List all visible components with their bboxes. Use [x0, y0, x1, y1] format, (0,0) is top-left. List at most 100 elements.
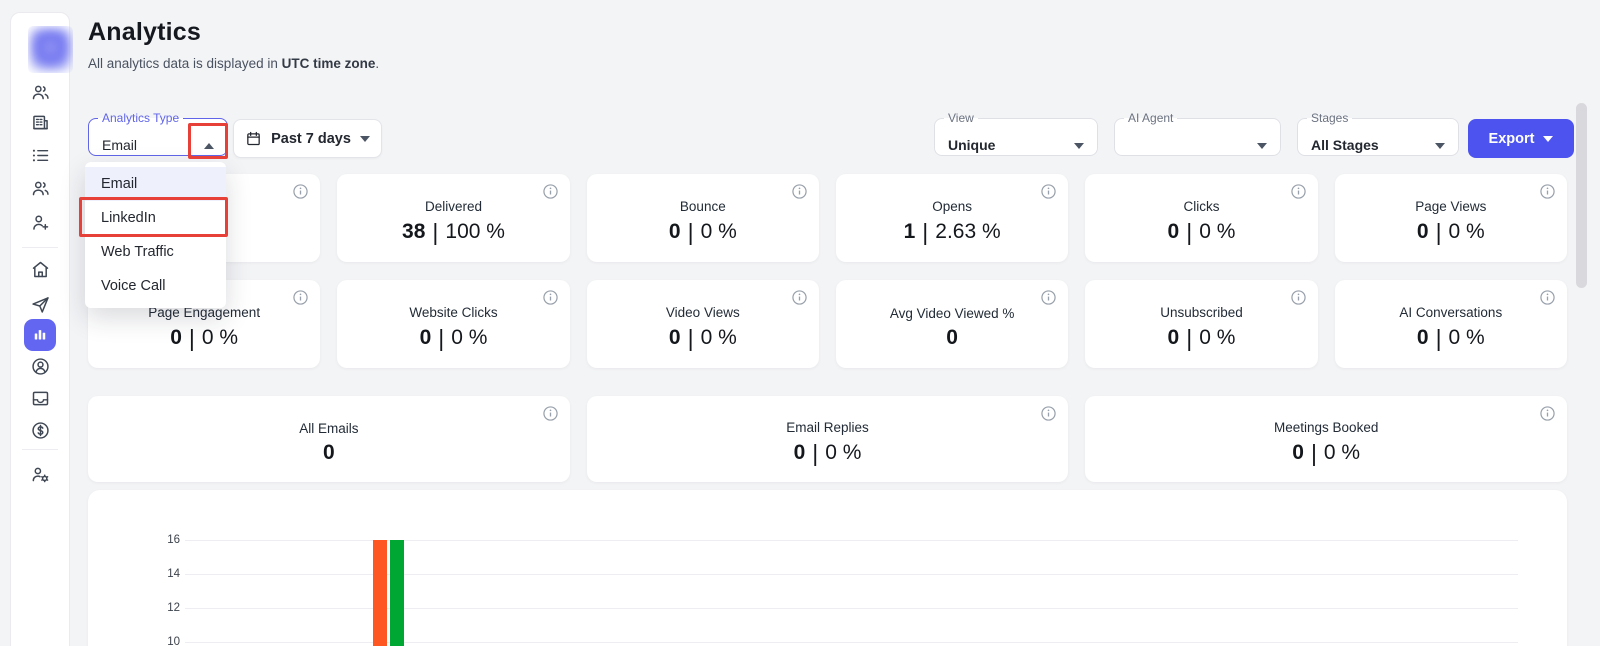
metric-value: 0 | 0 %	[1416, 218, 1485, 245]
metric-card-opens: Opens 1 | 2.63 %	[835, 174, 1069, 262]
info-icon[interactable]	[1540, 290, 1555, 305]
profile-icon[interactable]	[28, 354, 52, 378]
info-icon[interactable]	[1041, 184, 1056, 199]
page-subtitle: All analytics data is displayed in UTC t…	[88, 56, 380, 71]
stages-label: Stages	[1311, 111, 1349, 125]
info-icon[interactable]	[542, 184, 558, 199]
view-label: View	[948, 111, 974, 125]
metric-label: Clicks	[1183, 198, 1220, 214]
date-range-button[interactable]: Past 7 days	[233, 119, 382, 158]
info-icon[interactable]	[293, 184, 308, 199]
home-icon[interactable]	[28, 257, 52, 281]
metric-label: AI Conversations	[1399, 304, 1503, 320]
analytics-type-value: Email	[102, 137, 138, 153]
metric-card-email-replies: Email Replies 0 | 0 %	[586, 396, 1069, 482]
contacts-icon[interactable]	[28, 80, 52, 104]
info-icon[interactable]	[1041, 406, 1057, 421]
companies-icon[interactable]	[28, 110, 52, 134]
metric-label: Unsubscribed	[1160, 304, 1243, 320]
y-axis-tick: 16	[167, 534, 180, 546]
view-select[interactable]: View Unique	[934, 112, 1098, 156]
sidebar-divider	[22, 247, 58, 248]
lists-icon[interactable]	[28, 143, 52, 167]
info-icon[interactable]	[543, 406, 558, 421]
export-button[interactable]: Export	[1468, 119, 1574, 158]
analytics-type-label: Analytics Type	[102, 111, 180, 125]
metric-card-website-clicks: Website Clicks 0 | 0 %	[337, 280, 570, 368]
menu-option-linkedin[interactable]: LinkedIn	[101, 210, 156, 226]
metric-value: 0 | 0 %	[419, 324, 488, 351]
metric-label: Bounce	[679, 198, 726, 214]
menu-option-voice-call[interactable]: Voice Call	[101, 278, 166, 294]
gridline	[185, 540, 1518, 541]
analytics-type-menu: Email LinkedIn Web Traffic Voice Call	[85, 162, 226, 308]
info-icon[interactable]	[1290, 184, 1306, 199]
chevron-down-icon	[1435, 143, 1445, 149]
metrics-row-1: Delivered 38 | 100 % Bounce 0 | 0 % Opens 1 |…	[88, 174, 1567, 262]
stages-select[interactable]: Stages All Stages	[1297, 112, 1459, 156]
menu-option-email[interactable]: Email	[85, 167, 226, 201]
chevron-down-icon	[1543, 135, 1554, 142]
info-icon[interactable]	[792, 184, 807, 199]
inbox-icon[interactable]	[28, 386, 52, 410]
metrics-row-2: Page Engagement 0 | 0 % Website Clicks 0 | 0…	[88, 280, 1567, 368]
sidebar-divider	[22, 449, 58, 450]
analytics-type-select[interactable]: Analytics Type Email	[88, 112, 228, 156]
metric-label: Avg Video Viewed %	[889, 306, 1015, 321]
metric-label: Opens	[932, 198, 973, 214]
metric-value: 0 | 0 %	[170, 324, 239, 351]
stages-value: All Stages	[1311, 137, 1379, 153]
scrollbar-thumb[interactable]	[1576, 103, 1587, 288]
export-label: Export	[1488, 130, 1535, 147]
ai-agent-label: AI Agent	[1128, 111, 1174, 125]
calendar-icon	[247, 131, 260, 146]
metric-card-video-views: Video Views 0 | 0 %	[586, 280, 819, 368]
metrics-row-3: All Emails 0 Email Replies 0 | 0 % Meeting…	[88, 396, 1568, 482]
analytics-chart: 16 14 12 10	[88, 490, 1567, 646]
chevron-down-icon	[1257, 143, 1267, 149]
audiences-icon[interactable]	[28, 176, 52, 200]
metric-value: 0	[322, 441, 335, 464]
add-contact-icon[interactable]	[28, 210, 52, 234]
metric-card-meetings-booked: Meetings Booked 0 | 0 %	[1085, 396, 1568, 482]
user-settings-icon[interactable]	[28, 462, 52, 486]
gridline	[185, 642, 1518, 643]
metric-card-delivered: Delivered 38 | 100 %	[337, 174, 570, 262]
info-icon[interactable]	[1041, 290, 1056, 305]
analytics-icon-active[interactable]	[24, 319, 56, 351]
metric-value: 0 | 0 %	[668, 218, 737, 245]
metric-value: 38 | 100 %	[402, 218, 505, 245]
metric-label: Email Replies	[786, 419, 869, 435]
metric-label: Page Views	[1415, 198, 1487, 214]
metric-card-avg-video-viewed: Avg Video Viewed % 0	[835, 280, 1069, 368]
metric-value: 0	[946, 326, 958, 349]
info-icon[interactable]	[1290, 290, 1306, 305]
ai-agent-select[interactable]: AI Agent	[1114, 112, 1281, 156]
info-icon[interactable]	[542, 290, 558, 305]
gridline	[185, 608, 1518, 609]
chevron-down-icon	[359, 135, 370, 142]
gridline	[185, 574, 1518, 575]
metric-card-bounce: Bounce 0 | 0 %	[586, 174, 819, 262]
page-title: Analytics	[88, 18, 201, 46]
metric-value: 0 | 0 %	[793, 439, 862, 466]
info-icon[interactable]	[293, 290, 308, 305]
info-icon[interactable]	[792, 290, 807, 305]
metric-card-clicks: Clicks 0 | 0 %	[1085, 174, 1318, 262]
chart-bar-orange	[373, 540, 387, 646]
metric-value: 0 | 0 %	[1292, 439, 1361, 466]
metric-label: Page Engagement	[148, 304, 261, 320]
y-axis-tick: 14	[167, 568, 180, 580]
chart-bar-green	[390, 540, 404, 646]
app-logo[interactable]	[28, 26, 73, 73]
metric-label: Meetings Booked	[1274, 419, 1379, 435]
billing-icon[interactable]	[28, 418, 52, 442]
info-icon[interactable]	[1540, 184, 1555, 199]
campaigns-icon[interactable]	[28, 292, 52, 316]
metric-card-unsubscribed: Unsubscribed 0 | 0 %	[1085, 280, 1318, 368]
metric-card-page-views: Page Views 0 | 0 %	[1334, 174, 1567, 262]
date-range-value: Past 7 days	[271, 130, 351, 147]
info-icon[interactable]	[1540, 406, 1555, 421]
menu-option-web-traffic[interactable]: Web Traffic	[101, 244, 174, 260]
